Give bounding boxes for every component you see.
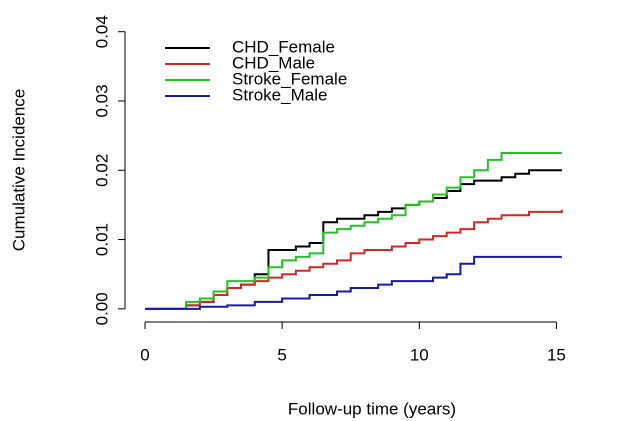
step-line [145, 209, 563, 310]
x-axis-label: Follow-up time (years) [288, 399, 456, 418]
legend-label: CHD_Female [232, 37, 335, 56]
y-tick-label: 0.04 [92, 15, 111, 48]
y-tick-label: 0.01 [92, 223, 111, 256]
step-line [145, 255, 562, 310]
x-tick-label: 15 [547, 345, 566, 364]
legend-label: CHD_Male [232, 53, 315, 72]
y-tick-label: 0.03 [92, 84, 111, 117]
x-tick-label: 10 [410, 345, 429, 364]
legend-label: Stroke_Female [232, 69, 347, 88]
x-tick-label: 0 [140, 345, 149, 364]
x-tick-label: 5 [277, 345, 286, 364]
legend-label: Stroke_Male [232, 85, 327, 104]
step-line [145, 151, 562, 310]
y-axis-label: Cumulative Incidence [9, 89, 28, 252]
y-tick-label: 0.00 [92, 292, 111, 325]
y-tick-label: 0.02 [92, 154, 111, 187]
